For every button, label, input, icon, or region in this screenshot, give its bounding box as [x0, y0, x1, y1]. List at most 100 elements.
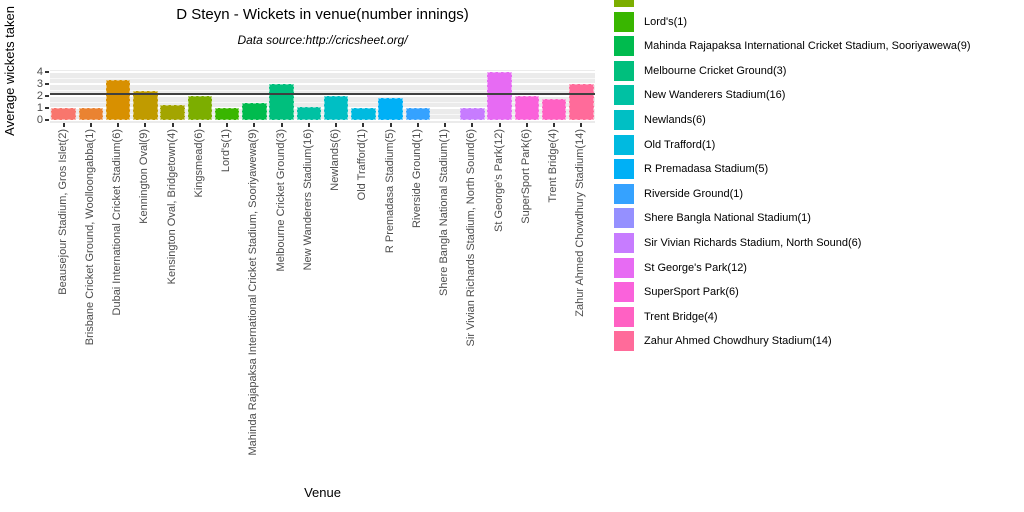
x-tick-mark — [335, 123, 338, 127]
legend-label: Melbourne Cricket Ground(3) — [644, 64, 787, 77]
bar-6 — [187, 96, 213, 120]
bar-7 — [214, 108, 240, 120]
bar-16 — [460, 108, 485, 120]
bar-13 — [378, 98, 403, 120]
x-tick-label: Lord's(1) — [220, 129, 233, 173]
x-tick-mark — [416, 123, 419, 127]
x-tick-label: St George's Park(12) — [492, 129, 505, 232]
legend-swatch — [614, 36, 634, 57]
x-tick-mark — [471, 123, 474, 127]
x-tick-label: Trent Bridge(4) — [547, 129, 560, 203]
legend-swatch — [614, 282, 634, 303]
bar-2 — [78, 108, 104, 120]
x-tick-label: R Premadasa Stadium(5) — [383, 129, 396, 254]
x-tick-label: Newlands(6) — [329, 129, 342, 191]
bar-18 — [514, 96, 540, 120]
legend-swatch — [614, 208, 634, 229]
y-tick-mark — [45, 71, 49, 73]
legend-label: Newlands(6) — [644, 114, 706, 126]
x-tick-label: Old Trafford(1) — [356, 129, 369, 201]
legend-swatch — [614, 0, 634, 7]
x-tick-mark — [498, 123, 501, 127]
legend-label: Old Trafford(1) — [644, 138, 716, 151]
x-tick-label: Zahur Ahmed Chowdhury Stadium(14) — [574, 129, 587, 317]
y-tick-label: 0 — [36, 114, 43, 126]
x-tick-label: Shere Bangla National Stadium(1) — [438, 129, 451, 296]
bar-14 — [405, 108, 431, 120]
legend-label: St George's Park(12) — [644, 261, 747, 274]
legend-swatch — [614, 331, 634, 352]
minor-gridline — [50, 78, 595, 79]
x-axis-title: Venue — [304, 485, 341, 500]
x-tick-mark — [580, 123, 583, 127]
minor-gridline — [50, 114, 595, 115]
major-gridline — [50, 83, 595, 85]
x-tick-label: Mahinda Rajapaksa International Cricket … — [247, 129, 260, 456]
major-gridline — [50, 119, 595, 121]
legend-label: Mahinda Rajapaksa International Cricket … — [644, 40, 971, 53]
legend-label: Zahur Ahmed Chowdhury Stadium(14) — [644, 335, 832, 348]
x-tick-label: Kingsmead(6) — [192, 129, 205, 198]
x-tick-mark — [307, 123, 310, 127]
x-tick-mark — [444, 123, 447, 127]
bar-9 — [269, 84, 294, 120]
y-tick-label: 4 — [36, 66, 43, 78]
mean-reference-line — [50, 93, 595, 96]
legend-swatch — [614, 134, 634, 155]
legend: Lord's(1) Mahinda Rajapaksa International… — [614, 0, 1024, 512]
legend-label: New Wanderers Stadium(16) — [644, 89, 786, 102]
bar-3 — [105, 80, 131, 120]
y-tick-mark — [45, 95, 49, 97]
x-tick-mark — [253, 123, 256, 127]
bar-10 — [296, 106, 322, 120]
legend-swatch — [614, 85, 634, 106]
y-tick-label: 1 — [36, 102, 43, 114]
x-tick-mark — [171, 123, 174, 127]
y-tick-mark — [45, 107, 49, 109]
bar-5 — [160, 105, 185, 120]
y-tick-label: 3 — [36, 78, 43, 90]
legend-label: Shere Bangla National Stadium(1) — [644, 212, 811, 225]
bar-12 — [351, 108, 376, 120]
x-tick-mark — [389, 123, 392, 127]
y-axis-title: Average wickets taken — [2, 6, 17, 136]
minor-gridline — [50, 102, 595, 103]
bar-4 — [133, 90, 158, 120]
x-tick-mark — [525, 123, 528, 127]
x-tick-label: SuperSport Park(6) — [519, 129, 532, 224]
legend-label: R Premadasa Stadium(5) — [644, 163, 769, 176]
major-gridline — [50, 95, 595, 97]
x-tick-label: Kennington Oval(9) — [138, 129, 151, 224]
y-tick-mark — [45, 83, 49, 85]
legend-swatch — [614, 11, 634, 32]
legend-label: Lord's(1) — [644, 15, 688, 28]
bar-8 — [242, 102, 267, 120]
x-tick-label: Brisbane Cricket Ground, Woolloongabba(1… — [83, 129, 96, 346]
x-tick-label: Beausejour Stadium, Gros Islet(2) — [56, 129, 69, 295]
x-tick-label: Kensington Oval, Bridgetown(4) — [165, 129, 178, 285]
legend-swatch — [614, 159, 634, 180]
minor-gridline — [50, 90, 595, 91]
chart-title: D Steyn - Wickets in venue(number inning… — [176, 6, 469, 23]
plot-panel — [50, 70, 595, 123]
x-tick-mark — [198, 123, 201, 127]
x-tick-label: Riverside Ground(1) — [410, 129, 423, 229]
x-tick-mark — [144, 123, 147, 127]
legend-swatch — [614, 183, 634, 204]
bar-20 — [569, 84, 594, 120]
x-tick-mark — [226, 123, 229, 127]
legend-swatch — [614, 233, 634, 253]
y-tick-label: 2 — [36, 90, 43, 102]
x-tick-mark — [280, 123, 283, 127]
bar-19 — [541, 99, 567, 120]
x-tick-mark — [117, 123, 120, 127]
legend-label: Riverside Ground(1) — [644, 187, 744, 200]
x-tick-mark — [62, 123, 65, 127]
legend-swatch — [614, 110, 634, 130]
major-gridline — [50, 107, 595, 109]
bar-17 — [487, 72, 512, 120]
legend-label: Sir Vivian Richards Stadium, North Sound… — [644, 237, 862, 249]
y-tick-mark — [45, 119, 49, 121]
x-tick-label: New Wanderers Stadium(16) — [301, 129, 314, 271]
